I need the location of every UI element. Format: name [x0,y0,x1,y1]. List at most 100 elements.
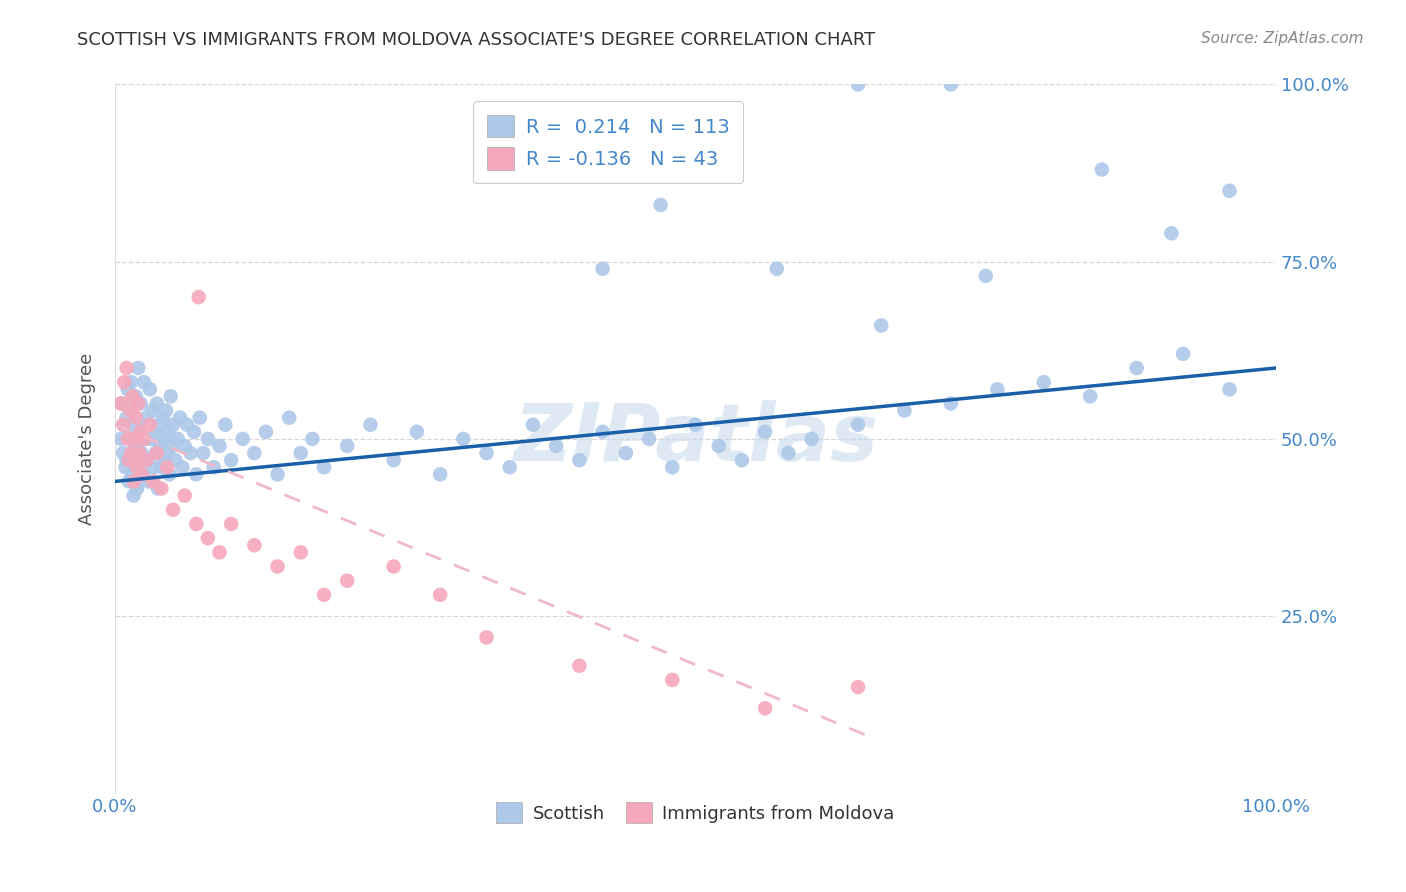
Point [146,396,169,410]
Point [132,375,155,389]
Point [661,460,683,475]
Point [1091,162,1114,177]
Point [568,658,591,673]
Point [128,446,150,460]
Point [145,446,167,460]
Point [592,425,614,439]
Point [120,425,142,439]
Point [429,588,451,602]
Point [124,439,146,453]
Point [176,417,198,432]
Point [155,403,177,417]
Point [614,446,637,460]
Point [146,446,169,460]
Point [132,432,155,446]
Point [112,417,135,432]
Point [754,701,776,715]
Point [153,453,176,467]
Point [219,516,242,531]
Point [124,432,146,446]
Point [115,453,138,467]
Point [129,425,152,439]
Point [974,268,997,283]
Point [127,361,149,376]
Point [110,396,132,410]
Point [127,396,149,410]
Point [183,425,205,439]
Point [893,403,915,417]
Y-axis label: Associate's Degree: Associate's Degree [79,352,96,525]
Point [112,446,135,460]
Point [214,417,236,432]
Point [186,467,208,482]
Point [139,382,162,396]
Point [1125,361,1147,376]
Point [152,410,174,425]
Point [117,382,139,396]
Point [707,439,730,453]
Point [146,482,169,496]
Point [131,467,153,482]
Point [475,631,498,645]
Point [546,439,568,453]
Point [731,453,754,467]
Point [254,425,277,439]
Point [187,290,209,304]
Point [1218,382,1240,396]
Point [150,482,173,496]
Point [754,425,776,439]
Point [125,460,148,475]
Point [121,467,143,482]
Point [166,432,188,446]
Point [1218,184,1240,198]
Point [278,410,301,425]
Point [765,261,787,276]
Point [1160,227,1182,241]
Point [139,432,162,446]
Legend: Scottish, Immigrants from Moldova: Scottish, Immigrants from Moldova [485,791,905,834]
Point [208,545,231,559]
Point [382,559,405,574]
Text: SCOTTISH VS IMMIGRANTS FROM MOLDOVA ASSOCIATE'S DEGREE CORRELATION CHART: SCOTTISH VS IMMIGRANTS FROM MOLDOVA ASSO… [77,31,876,49]
Point [120,375,142,389]
Point [127,453,149,467]
Point [266,559,288,574]
Point [120,446,142,460]
Point [121,389,143,403]
Point [122,475,145,489]
Point [143,425,166,439]
Point [179,446,201,460]
Point [986,382,1008,396]
Point [120,403,142,417]
Point [870,318,893,333]
Point [290,446,312,460]
Point [112,417,135,432]
Point [162,503,184,517]
Text: ZIPatlas: ZIPatlas [513,400,877,478]
Point [312,588,335,602]
Text: Source: ZipAtlas.com: Source: ZipAtlas.com [1201,31,1364,46]
Point [188,410,211,425]
Point [208,439,231,453]
Point [661,673,683,687]
Point [111,396,134,410]
Point [169,410,191,425]
Point [142,475,165,489]
Point [193,446,215,460]
Point [159,389,181,403]
Point [128,417,150,432]
Point [382,453,405,467]
Point [186,516,208,531]
Point [157,425,180,439]
Point [110,432,132,446]
Point [136,453,159,467]
Point [114,460,136,475]
Point [266,467,288,482]
Point [162,417,184,432]
Point [148,417,170,432]
Point [173,439,195,453]
Point [846,417,869,432]
Point [125,410,148,425]
Point [290,545,312,559]
Point [172,460,194,475]
